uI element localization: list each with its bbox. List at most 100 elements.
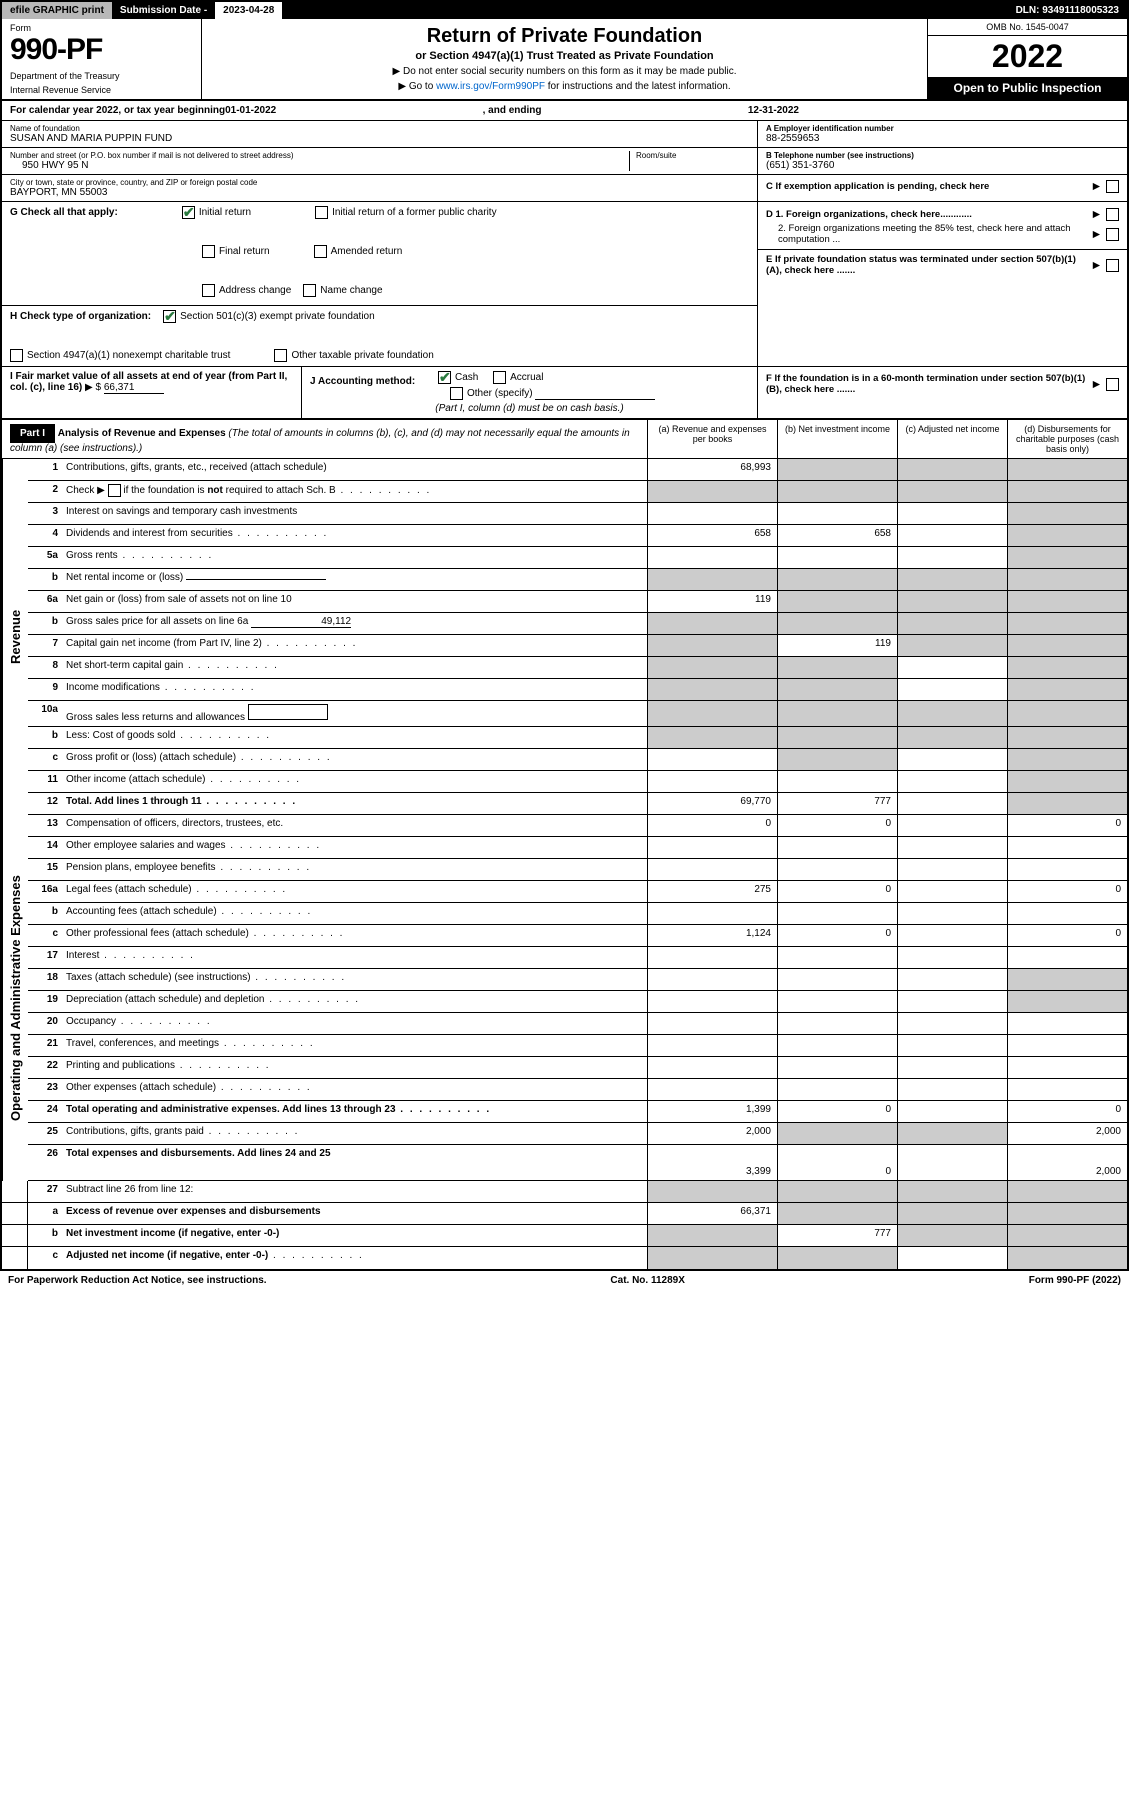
line-20-c — [897, 1013, 1007, 1034]
line-6a-d — [1007, 591, 1127, 612]
line-25-d: 2,000 — [1007, 1123, 1127, 1144]
line-27c-c — [897, 1247, 1007, 1269]
line-25-b — [777, 1123, 897, 1144]
part1-header-row: Part I Analysis of Revenue and Expenses … — [2, 419, 1127, 459]
form-id-block: Form 990-PF Department of the Treasury I… — [2, 19, 202, 99]
line-27c-desc: Adjusted net income (if negative, enter … — [62, 1247, 647, 1269]
addr-change-label: Address change — [219, 285, 291, 296]
c-checkbox[interactable] — [1106, 180, 1119, 193]
line-5b-d — [1007, 569, 1127, 590]
line-24-a: 1,399 — [647, 1101, 777, 1122]
d2-checkbox[interactable] — [1106, 228, 1119, 241]
arrow-icon: ▶ — [1093, 260, 1100, 271]
line-10b-b — [777, 727, 897, 748]
foundation-name: SUSAN AND MARIA PUPPIN FUND — [10, 133, 749, 144]
name-change-checkbox[interactable] — [303, 284, 316, 297]
g-h-left: G Check all that apply: Initial return I… — [2, 202, 757, 366]
part1-desc-cell: Part I Analysis of Revenue and Expenses … — [2, 420, 647, 458]
line-6a-desc: Net gain or (loss) from sale of assets n… — [62, 591, 647, 612]
catalog-number: Cat. No. 11289X — [610, 1275, 684, 1286]
line-13-a: 0 — [647, 815, 777, 836]
line-16a-a: 275 — [647, 881, 777, 902]
form-number: 990-PF — [10, 33, 193, 67]
line-num: 16a — [28, 881, 62, 902]
line-7-desc: Capital gain net income (from Part IV, l… — [62, 635, 647, 656]
expenses-side-label: Operating and Administrative Expenses — [2, 815, 28, 1181]
form-footer-label: Form 990-PF (2022) — [1029, 1275, 1121, 1286]
line-19-d — [1007, 991, 1127, 1012]
4947-checkbox[interactable] — [10, 349, 23, 362]
city-cell: City or town, state or province, country… — [2, 175, 757, 201]
line-num: 23 — [28, 1079, 62, 1100]
line-17-a — [647, 947, 777, 968]
line-16c-desc: Other professional fees (attach schedule… — [62, 925, 647, 946]
instr2-post: for instructions and the latest informat… — [545, 81, 731, 92]
initial-return-checkbox[interactable] — [182, 206, 195, 219]
line-12-a: 69,770 — [647, 793, 777, 814]
line-12-desc: Total. Add lines 1 through 11 — [62, 793, 647, 814]
line-num: a — [28, 1203, 62, 1224]
line-9-c — [897, 679, 1007, 700]
line-26-c — [897, 1145, 1007, 1180]
line-13-desc: Compensation of officers, directors, tru… — [62, 815, 647, 836]
line-10c-b — [777, 749, 897, 770]
cal-year-end: 12-31-2022 — [748, 105, 799, 116]
table-row: 16aLegal fees (attach schedule)27500 — [28, 881, 1127, 903]
line-16c-b: 0 — [777, 925, 897, 946]
line-11-a — [647, 771, 777, 792]
j-note: (Part I, column (d) must be on cash basi… — [310, 403, 749, 414]
other-checkbox[interactable] — [450, 387, 463, 400]
accrual-checkbox[interactable] — [493, 371, 506, 384]
line-num: 12 — [28, 793, 62, 814]
line-23-a — [647, 1079, 777, 1100]
d1-checkbox[interactable] — [1106, 208, 1119, 221]
accrual-label: Accrual — [510, 372, 543, 383]
line-14-desc: Other employee salaries and wages — [62, 837, 647, 858]
form-title: Return of Private Foundation — [208, 25, 921, 48]
cash-checkbox[interactable] — [438, 371, 451, 384]
line-10a-text: Gross sales less returns and allowances — [66, 712, 245, 723]
line-6b-pre: Gross sales price for all assets on line… — [66, 616, 248, 627]
line-13-d: 0 — [1007, 815, 1127, 836]
e-checkbox[interactable] — [1106, 259, 1119, 272]
line-5a-d — [1007, 547, 1127, 568]
line-27a-b — [777, 1203, 897, 1224]
line-27b-a — [647, 1225, 777, 1246]
irs-label: Internal Revenue Service — [10, 85, 193, 95]
addr-change-checkbox[interactable] — [202, 284, 215, 297]
room-label: Room/suite — [636, 151, 749, 160]
j-label: J Accounting method: — [310, 376, 415, 387]
sch-b-checkbox[interactable] — [108, 484, 121, 497]
line-18-d — [1007, 969, 1127, 990]
line-9-d — [1007, 679, 1127, 700]
g-h-row: G Check all that apply: Initial return I… — [2, 202, 1127, 367]
line-2-desc: Check ▶ if the foundation is not require… — [62, 481, 647, 502]
line-num: 19 — [28, 991, 62, 1012]
line-26-b: 0 — [777, 1145, 897, 1180]
address-cell: Number and street (or P.O. box number if… — [2, 148, 757, 175]
amended-return-checkbox[interactable] — [314, 245, 327, 258]
g-label: G Check all that apply: — [10, 207, 118, 218]
line-7-b: 119 — [777, 635, 897, 656]
irs-link[interactable]: www.irs.gov/Form990PF — [436, 81, 545, 92]
final-return-checkbox[interactable] — [202, 245, 215, 258]
line-5a-b — [777, 547, 897, 568]
line-10c-a — [647, 749, 777, 770]
line-num: 2 — [28, 481, 62, 502]
initial-former-checkbox[interactable] — [315, 206, 328, 219]
line-3-a — [647, 503, 777, 524]
line-8-b — [777, 657, 897, 678]
line-7-a — [647, 635, 777, 656]
line-24-c — [897, 1101, 1007, 1122]
line-num: 22 — [28, 1057, 62, 1078]
line-6b-a — [647, 613, 777, 634]
arrow-icon: ▶ — [1093, 229, 1100, 240]
501c3-checkbox[interactable] — [163, 310, 176, 323]
other-tax-checkbox[interactable] — [274, 349, 287, 362]
4947-label: Section 4947(a)(1) nonexempt charitable … — [27, 350, 230, 361]
line-19-c — [897, 991, 1007, 1012]
cal-year-mid: , and ending — [276, 105, 748, 116]
line-26-desc: Total expenses and disbursements. Add li… — [62, 1145, 647, 1180]
other-label: Other (specify) — [467, 388, 533, 399]
f-checkbox[interactable] — [1106, 378, 1119, 391]
